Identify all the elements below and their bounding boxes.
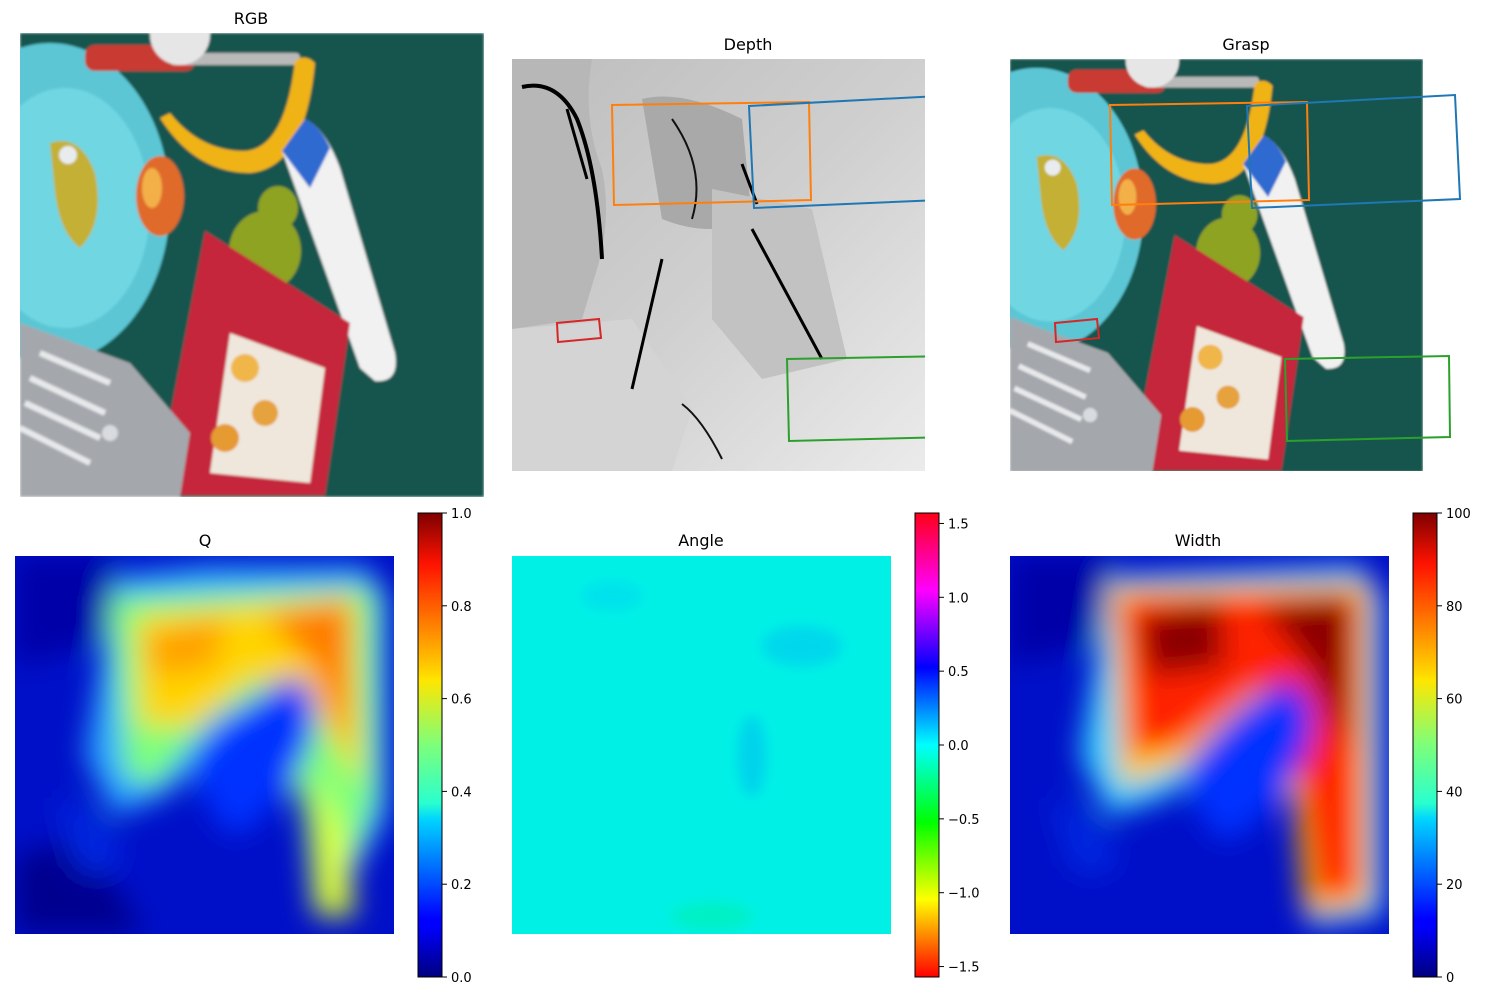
q-colorbar-tick-label: 0.8	[451, 600, 472, 615]
angle-colorbar-tick-label: 0.5	[948, 665, 969, 680]
q-colorbar-tick-label: 1.0	[451, 507, 472, 522]
q-colorbar-tick-label: 0.2	[451, 878, 472, 893]
width-colorbar-tick-label: 80	[1446, 600, 1463, 615]
angle-colorbar: −1.5 −1.0 −0.5 0.0 0.5 1.0 1.5	[914, 512, 980, 978]
rgb-title: RGB	[233, 9, 269, 28]
q-colorbar-tick-label: 0.6	[451, 693, 472, 708]
width-colorbar-tick-label: 20	[1446, 878, 1463, 893]
rgb-image	[0, 5, 484, 497]
angle-colorbar-tick-label: 1.0	[948, 591, 969, 606]
width-colorbar-tick-label: 100	[1446, 507, 1471, 522]
angle-title: Angle	[678, 531, 724, 550]
q-heatmap	[15, 556, 394, 934]
width-colorbar-tick-label: 40	[1446, 785, 1463, 800]
depth-image	[512, 59, 925, 471]
width-colorbar-tick-label: 0	[1446, 971, 1454, 986]
q-title: Q	[198, 531, 212, 550]
depth-title: Depth	[723, 35, 773, 54]
grasp-title: Grasp	[1222, 35, 1270, 54]
width-heatmap	[1010, 556, 1389, 934]
width-colorbar-tick-label: 60	[1446, 693, 1463, 708]
angle-heatmap	[512, 556, 891, 934]
angle-colorbar-tick-label: −1.0	[948, 887, 980, 902]
width-colorbar: 0 20 40 60 80 100	[1412, 507, 1471, 986]
angle-colorbar-tick-label: 0.0	[948, 739, 969, 754]
angle-colorbar-tick-label: −1.5	[948, 961, 980, 976]
angle-colorbar-tick-label: 1.5	[948, 517, 969, 532]
q-colorbar-tick-label: 0.0	[451, 971, 472, 986]
q-colorbar: 0.0 0.2 0.4 0.6 0.8 1.0	[417, 507, 472, 986]
q-colorbar-tick-label: 0.4	[451, 785, 472, 800]
angle-colorbar-tick-label: −0.5	[948, 813, 980, 828]
width-title: Width	[1174, 531, 1222, 550]
